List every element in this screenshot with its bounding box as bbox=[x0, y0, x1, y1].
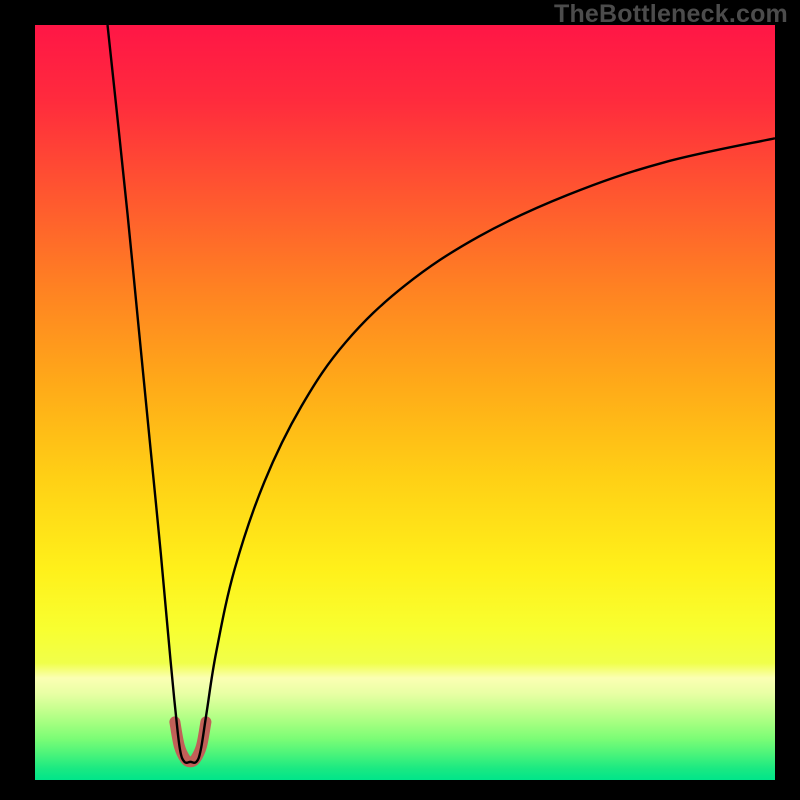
stage: TheBottleneck.com bbox=[0, 0, 800, 800]
watermark-text: TheBottleneck.com bbox=[554, 0, 788, 29]
plot-svg bbox=[35, 25, 775, 780]
plot-area bbox=[35, 25, 775, 780]
